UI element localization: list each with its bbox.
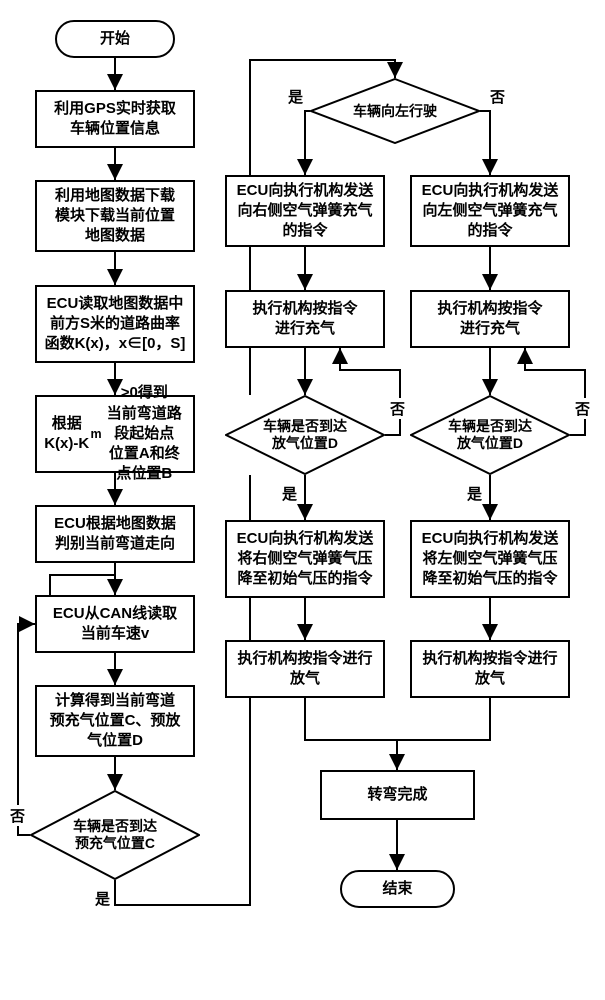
edge-label-d2_yes: 是 — [288, 86, 303, 107]
terminal-end: 结束 — [340, 870, 455, 908]
edge-label-dL_no: 否 — [390, 398, 405, 419]
edge-label-d1_yes: 是 — [95, 888, 110, 909]
decision-dL: 车辆是否到达放气位置D — [225, 395, 385, 475]
edge-label-dL_yes: 是 — [282, 483, 297, 504]
process-pL2: 执行机构按指令进行充气 — [225, 290, 385, 348]
process-p5: ECU根据地图数据判别当前弯道走向 — [35, 505, 195, 563]
decision-label-d1: 车辆是否到达预充气位置C — [30, 790, 200, 880]
process-pL1: ECU向执行机构发送向右侧空气弹簧充气的指令 — [225, 175, 385, 247]
process-pR4: 执行机构按指令进行放气 — [410, 640, 570, 698]
process-p3: ECU读取地图数据中前方S米的道路曲率函数K(x)，x∈[0，S] — [35, 285, 195, 363]
process-pR3: ECU向执行机构发送将左侧空气弹簧气压降至初始气压的指令 — [410, 520, 570, 598]
process-p6: ECU从CAN线读取当前车速v — [35, 595, 195, 653]
edge-label-d2_no: 否 — [490, 86, 505, 107]
process-p4: 根据K(x)-Km>0得到当前弯道路段起始点位置A和终点位置B — [35, 395, 195, 473]
decision-d1: 车辆是否到达预充气位置C — [30, 790, 200, 880]
decision-dR: 车辆是否到达放气位置D — [410, 395, 570, 475]
decision-label-dR: 车辆是否到达放气位置D — [410, 395, 570, 475]
decision-d2: 车辆向左行驶 — [310, 78, 480, 144]
process-pL3: ECU向执行机构发送将右侧空气弹簧气压降至初始气压的指令 — [225, 520, 385, 598]
process-pR2: 执行机构按指令进行充气 — [410, 290, 570, 348]
process-p2: 利用地图数据下载模块下载当前位置地图数据 — [35, 180, 195, 252]
decision-label-dL: 车辆是否到达放气位置D — [225, 395, 385, 475]
edge-label-dR_yes: 是 — [467, 483, 482, 504]
decision-label-d2: 车辆向左行驶 — [310, 78, 480, 144]
terminal-start: 开始 — [55, 20, 175, 58]
process-p7: 计算得到当前弯道预充气位置C、预放气位置D — [35, 685, 195, 757]
process-pL4: 执行机构按指令进行放气 — [225, 640, 385, 698]
process-pR1: ECU向执行机构发送向左侧空气弹簧充气的指令 — [410, 175, 570, 247]
process-pDone: 转弯完成 — [320, 770, 475, 820]
process-p1: 利用GPS实时获取车辆位置信息 — [35, 90, 195, 148]
edge-label-dR_no: 否 — [575, 398, 590, 419]
edge-label-d1_no: 否 — [10, 805, 25, 826]
